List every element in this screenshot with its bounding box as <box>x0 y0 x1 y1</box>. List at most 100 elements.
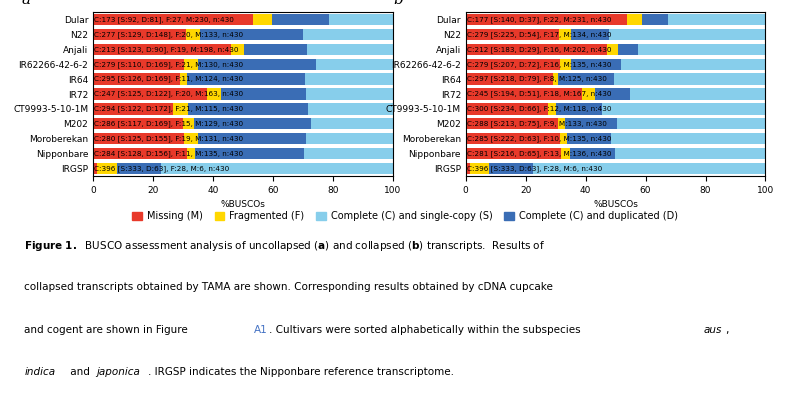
Bar <box>466 88 582 100</box>
Bar <box>558 118 565 130</box>
Bar <box>466 29 559 40</box>
Bar <box>561 148 569 159</box>
Text: C:279 [S:110, D:169], F:21, M:130, n:430: C:279 [S:110, D:169], F:21, M:130, n:430 <box>94 61 243 68</box>
Bar <box>231 44 245 55</box>
Bar <box>93 29 185 40</box>
Text: aus: aus <box>704 324 723 334</box>
Bar <box>93 148 187 159</box>
Bar <box>466 14 627 25</box>
Bar <box>569 148 615 159</box>
Bar <box>466 163 470 174</box>
Text: C:294 [S:122, D:172], F:21, M:115, n:430: C:294 [S:122, D:172], F:21, M:115, n:430 <box>94 106 243 112</box>
Bar <box>195 148 304 159</box>
Bar <box>185 133 198 144</box>
Text: C:213 [S:123, D:90], F:19, M:198, n:430: C:213 [S:123, D:90], F:19, M:198, n:430 <box>94 46 239 53</box>
Text: C:396 [S:333, D:63], F:28, M:6, n:430: C:396 [S:333, D:63], F:28, M:6, n:430 <box>94 165 229 172</box>
Text: C:396 [S:333, D:63], F:28, M:6, n:430: C:396 [S:333, D:63], F:28, M:6, n:430 <box>467 165 602 172</box>
Bar <box>198 58 316 70</box>
Bar <box>466 118 558 130</box>
Bar <box>160 163 393 174</box>
Bar <box>466 74 553 85</box>
Text: $\bf{Figure\ 1.}$  BUSCO assessment analysis of uncollapsed ($\bf{a}$) and colla: $\bf{Figure\ 1.}$ BUSCO assessment analy… <box>24 239 545 253</box>
Bar <box>548 103 556 114</box>
Bar <box>565 118 617 130</box>
Bar <box>668 14 765 25</box>
Bar <box>615 148 765 159</box>
Bar <box>303 29 393 40</box>
Text: japonica: japonica <box>96 367 140 377</box>
Bar <box>305 88 393 100</box>
Bar <box>466 58 560 70</box>
Bar <box>607 44 618 55</box>
Text: C:295 [S:126, D:169], F:11, M:124, n:430: C:295 [S:126, D:169], F:11, M:124, n:430 <box>94 76 243 82</box>
Legend: Missing (M), Fragmented (F), Complete (C) and single-copy (S), Complete (C) and : Missing (M), Fragmented (F), Complete (C… <box>129 207 681 225</box>
Bar <box>188 103 308 114</box>
Bar <box>93 88 207 100</box>
Text: C:280 [S:125, D:155], F:19, M:131, n:430: C:280 [S:125, D:155], F:19, M:131, n:430 <box>94 135 243 142</box>
Bar <box>183 118 194 130</box>
X-axis label: %BUSCOs: %BUSCOs <box>220 200 266 209</box>
Bar <box>553 74 558 85</box>
Text: . IRGSP indicates the Nipponbare reference transcriptome.: . IRGSP indicates the Nipponbare referen… <box>148 367 454 377</box>
Bar <box>567 133 611 144</box>
Bar <box>603 103 765 114</box>
Text: ,: , <box>725 324 729 334</box>
Bar <box>611 133 765 144</box>
Bar <box>207 88 220 100</box>
Bar <box>93 74 180 85</box>
Bar <box>187 74 305 85</box>
Text: C:281 [S:216, D:65], F:13, M:136, n:430: C:281 [S:216, D:65], F:13, M:136, n:430 <box>467 150 612 157</box>
Text: C:277 [S:129, D:148], F:20, M:133, n:430: C:277 [S:129, D:148], F:20, M:133, n:430 <box>94 31 243 38</box>
Bar <box>466 133 560 144</box>
Bar <box>305 74 393 85</box>
Bar <box>308 103 393 114</box>
Bar <box>198 133 305 144</box>
Bar <box>627 14 642 25</box>
Text: a: a <box>21 0 30 7</box>
Bar <box>117 163 160 174</box>
Text: and cogent are shown in Figure: and cogent are shown in Figure <box>24 324 191 334</box>
Bar <box>185 29 200 40</box>
Bar <box>533 163 765 174</box>
Bar <box>93 103 173 114</box>
Text: A1: A1 <box>254 324 267 334</box>
Bar <box>93 133 185 144</box>
Text: C:284 [S:128, D:156], F:11, M:135, n:430: C:284 [S:128, D:156], F:11, M:135, n:430 <box>94 150 243 157</box>
Text: C:297 [S:218, D:79], F:8, M:125, n:430: C:297 [S:218, D:79], F:8, M:125, n:430 <box>467 76 607 82</box>
Text: C:212 [S:183, D:29], F:16, M:202, n:430: C:212 [S:183, D:29], F:16, M:202, n:430 <box>467 46 612 53</box>
Text: collapsed transcripts obtained by TAMA are shown. Corresponding results obtained: collapsed transcripts obtained by TAMA a… <box>24 282 553 292</box>
Text: b: b <box>394 0 403 7</box>
Bar <box>93 118 183 130</box>
Bar <box>97 163 117 174</box>
Text: C:173 [S:92, D:81], F:27, M:230, n:430: C:173 [S:92, D:81], F:27, M:230, n:430 <box>94 16 234 23</box>
Bar <box>608 29 765 40</box>
Bar <box>305 133 393 144</box>
Bar <box>200 29 303 40</box>
Bar <box>316 58 393 70</box>
Bar <box>582 88 595 100</box>
Bar <box>595 88 630 100</box>
Bar <box>93 58 184 70</box>
Bar <box>180 74 187 85</box>
Text: and: and <box>66 367 93 377</box>
Bar <box>329 14 393 25</box>
Text: C:177 [S:140, D:37], F:22, M:231, n:430: C:177 [S:140, D:37], F:22, M:231, n:430 <box>467 16 612 23</box>
Bar <box>558 74 613 85</box>
Bar <box>621 58 765 70</box>
Bar <box>613 74 765 85</box>
Bar <box>489 163 533 174</box>
Bar <box>93 163 97 174</box>
Text: C:286 [S:117, D:169], F:15, M:129, n:430: C:286 [S:117, D:169], F:15, M:129, n:430 <box>94 120 243 127</box>
Bar <box>571 29 608 40</box>
Bar <box>173 103 188 114</box>
Bar <box>638 44 765 55</box>
Bar <box>307 44 393 55</box>
Text: . Cultivars were sorted alphabetically within the subspecies: . Cultivars were sorted alphabetically w… <box>269 324 584 334</box>
Bar <box>194 118 311 130</box>
Bar <box>311 118 393 130</box>
Text: C:288 [S:213, D:75], F:9, M:133, n:430: C:288 [S:213, D:75], F:9, M:133, n:430 <box>467 120 607 127</box>
Bar <box>187 148 195 159</box>
Bar <box>630 88 765 100</box>
Bar <box>304 148 393 159</box>
Bar <box>617 118 765 130</box>
